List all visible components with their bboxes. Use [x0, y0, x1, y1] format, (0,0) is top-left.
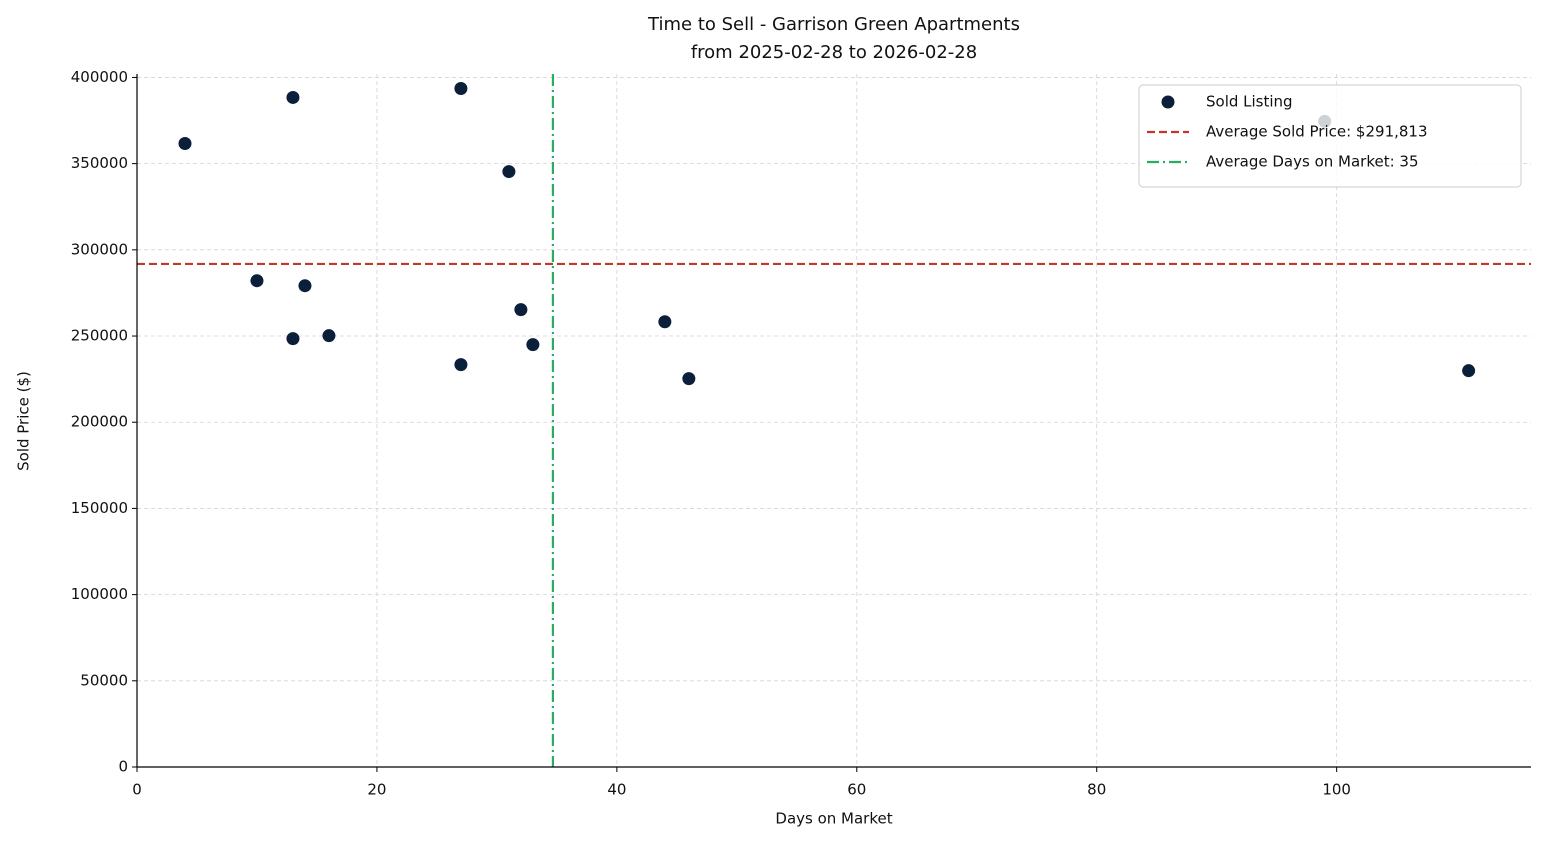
- x-tick-label: 40: [607, 781, 626, 799]
- point: [454, 358, 468, 372]
- chart-title: Time to Sell - Garrison Green Apartments: [647, 14, 1020, 35]
- y-tick-label: 250000: [71, 327, 128, 345]
- point: [322, 329, 336, 343]
- point: [502, 165, 516, 179]
- legend-label: Average Days on Market: 35: [1206, 153, 1419, 171]
- x-axis-label: Days on Market: [775, 810, 892, 828]
- y-tick-label: 200000: [71, 413, 128, 431]
- point: [454, 81, 468, 95]
- point: [514, 303, 528, 317]
- legend-marker: [1161, 95, 1175, 109]
- point: [286, 332, 300, 346]
- y-tick-label: 50000: [80, 671, 128, 689]
- legend-box: [1138, 84, 1522, 188]
- chart-subtitle: from 2025-02-28 to 2026-02-28: [691, 42, 977, 63]
- y-tick-label: 400000: [71, 68, 128, 86]
- x-tick-label: 0: [132, 781, 142, 799]
- x-tick-label: 100: [1322, 781, 1351, 799]
- point: [1462, 364, 1476, 378]
- y-axis-label: Sold Price ($): [15, 371, 33, 471]
- y-tick-label: 150000: [71, 499, 128, 517]
- legend-label: Average Sold Price: $291,813: [1206, 123, 1428, 141]
- y-tick-label: 300000: [71, 240, 128, 258]
- point: [298, 279, 312, 293]
- y-tick-label: 100000: [71, 585, 128, 603]
- point: [178, 136, 192, 150]
- x-tick-label: 60: [847, 781, 866, 799]
- y-tick-label: 350000: [71, 154, 128, 172]
- point: [682, 372, 696, 386]
- point: [250, 274, 264, 288]
- x-tick-label: 20: [367, 781, 386, 799]
- x-tick-label: 80: [1087, 781, 1106, 799]
- y-tick-label: 0: [118, 758, 128, 776]
- point: [526, 338, 540, 352]
- legend-label: Sold Listing: [1206, 93, 1293, 111]
- point: [286, 90, 300, 104]
- point: [658, 315, 672, 329]
